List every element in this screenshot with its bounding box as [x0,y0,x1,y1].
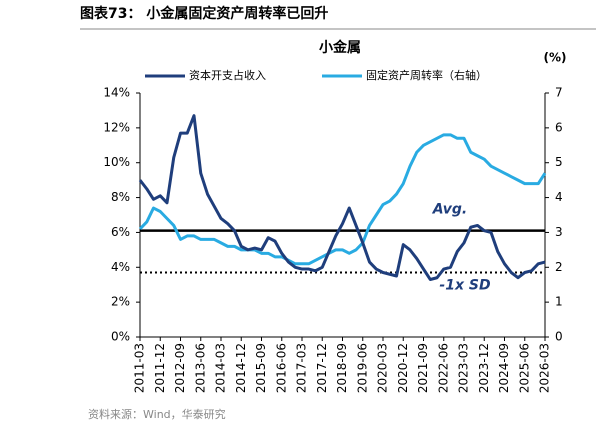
y-tick-label: 2% [111,295,130,309]
legend-label: 固定资产周转率（右轴） [366,68,487,82]
series-line [138,133,547,266]
x-tick-label: 2020-03 [376,343,390,393]
x-tick-label: 2022-06 [436,343,450,393]
y2-tick-label: 5 [555,155,563,169]
y-tick-label: 8% [111,190,130,204]
x-tick-label: 2020-12 [396,343,410,393]
x-tick-label: 2024-09 [497,343,511,393]
x-tick-label: 2017-03 [295,343,309,393]
y-tick-label: 14% [103,86,130,100]
x-tick-label: 2023-03 [457,343,471,393]
header: 图表73： 小金属固定资产周转率已回升 [80,5,328,22]
x-tick-label: 2019-06 [355,343,369,393]
x-tick-label: 2017-12 [315,343,329,393]
y2-tick-label: 3 [555,225,563,239]
x-tick-label: 2011-03 [133,343,147,393]
x-tick-label: 2011-12 [153,343,167,393]
x-tick-label: 2013-06 [193,343,207,393]
y2-unit: (%) [544,51,567,65]
y-tick-label: 10% [103,155,130,169]
x-tick-label: 2018-09 [335,343,349,393]
x-tick-label: 2016-06 [274,343,288,393]
y-tick-label: 12% [103,120,130,134]
x-tick-label: 2023-12 [477,343,491,393]
x-tick-label: 2014-03 [214,343,228,393]
reference-label: -1x SD [439,278,490,294]
chart-title: 小金属 [319,39,361,56]
y-tick-label: 0% [111,330,130,344]
x-tick-label: 2015-09 [254,343,268,393]
y-tick-label: 6% [111,225,130,239]
x-tick-label: 2021-09 [416,343,430,393]
x-tick-label: 2012-09 [173,343,187,393]
source: 资料来源：Wind，华泰研究 [88,407,226,421]
y2-tick-label: 4 [555,190,563,204]
y2-tick-label: 0 [555,330,563,344]
y2-tick-label: 7 [555,86,563,100]
x-tick-label: 2025-06 [517,343,531,393]
reference-label: Avg. [432,202,468,218]
y-tick-label: 4% [111,260,130,274]
y2-tick-label: 6 [555,120,563,134]
legend-label: 资本开支占收入 [189,68,266,82]
x-tick-label: 2026-03 [538,343,552,393]
y2-tick-label: 1 [555,295,563,309]
x-tick-label: 2014-12 [234,343,248,393]
series-line [138,114,546,281]
y2-tick-label: 2 [555,260,563,274]
